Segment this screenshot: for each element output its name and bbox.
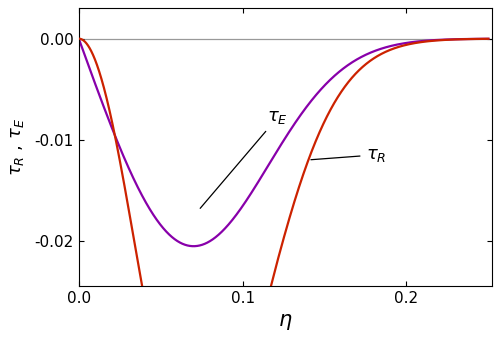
Text: $\tau_E$: $\tau_E$ — [200, 108, 288, 208]
Text: $\tau_R$: $\tau_R$ — [311, 146, 386, 164]
X-axis label: $\eta$: $\eta$ — [278, 312, 292, 332]
Y-axis label: $\tau_R$ , $\tau_E$: $\tau_R$ , $\tau_E$ — [8, 118, 26, 176]
